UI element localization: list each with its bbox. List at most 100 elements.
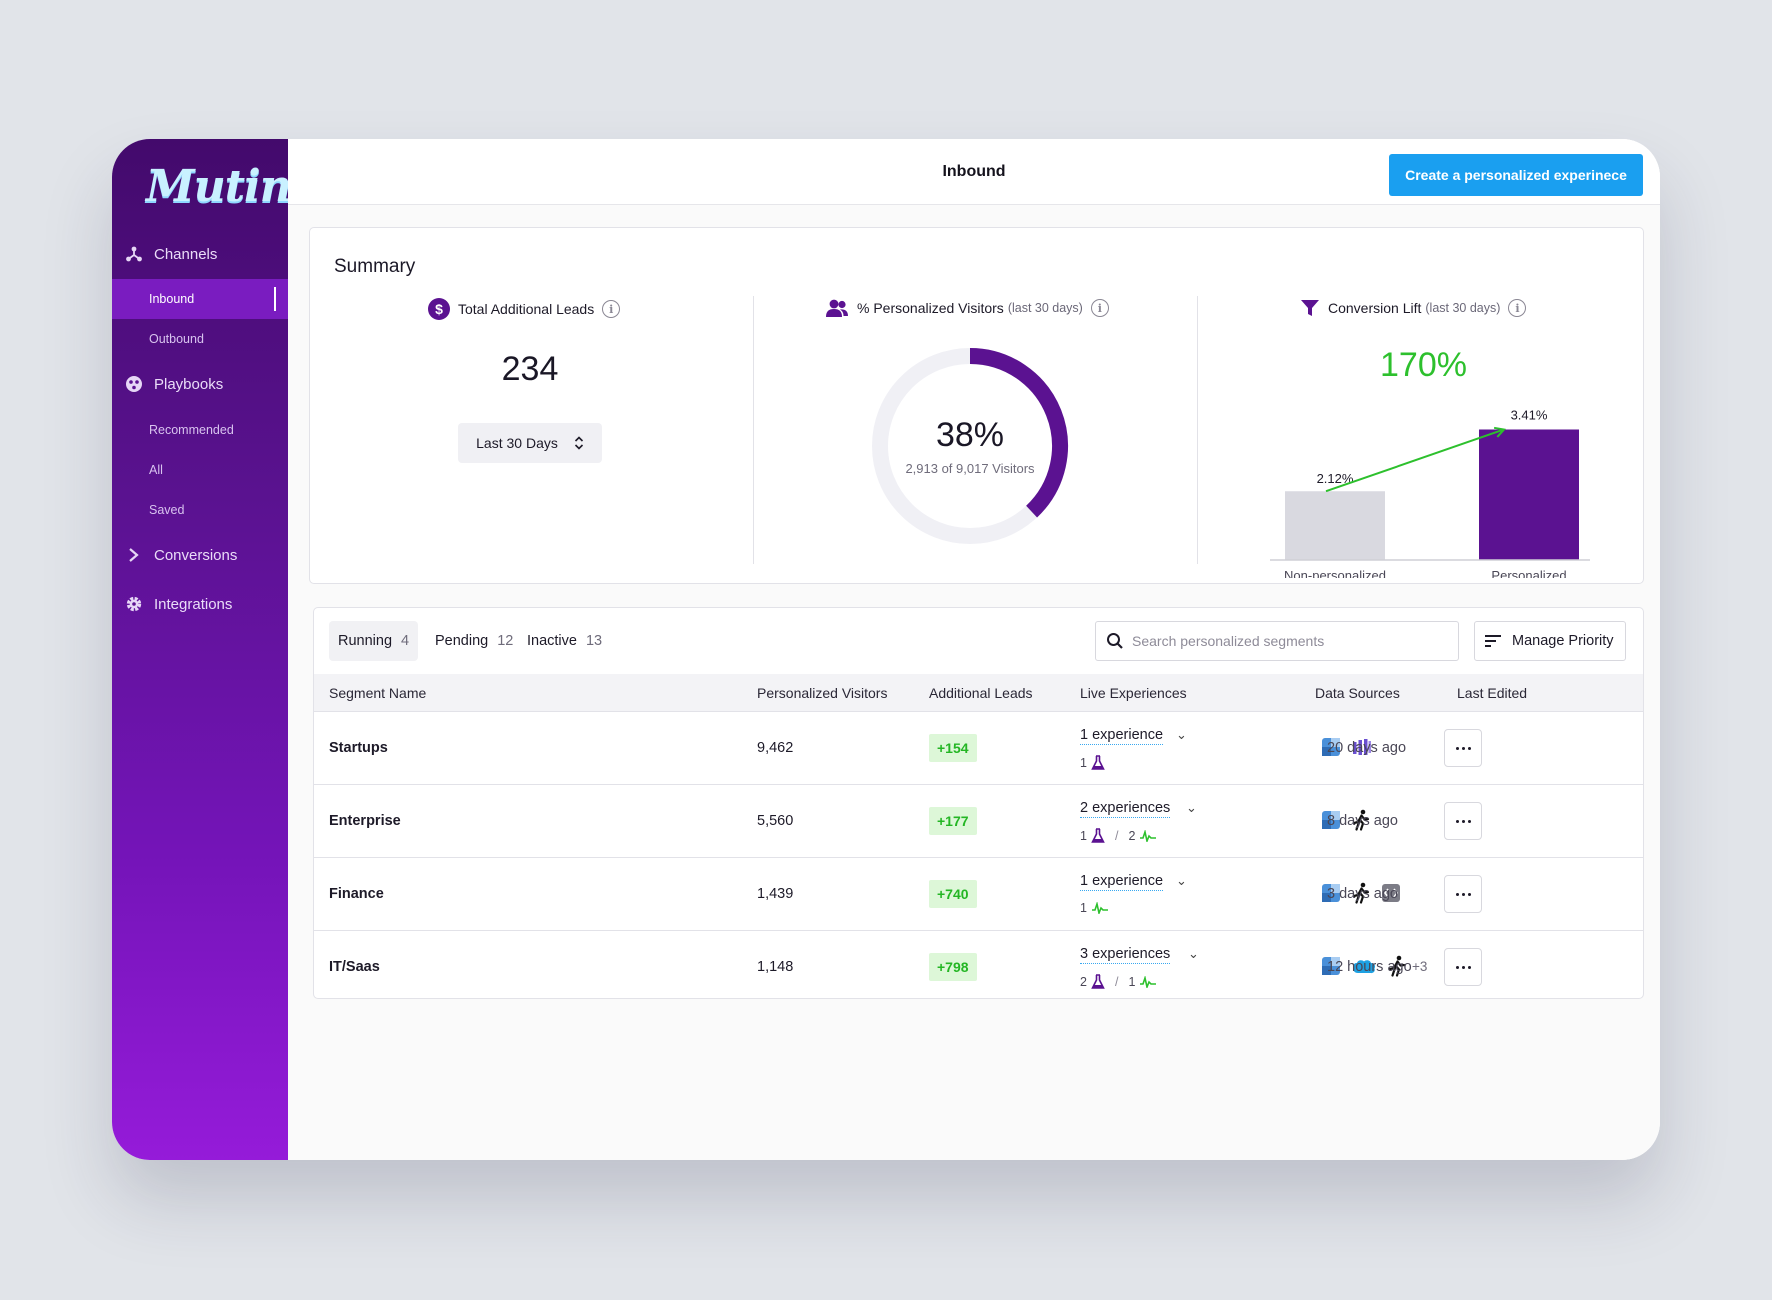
runner-icon	[1388, 955, 1406, 977]
lift-metric-header: Conversion Lift (last 30 days) i	[1300, 298, 1527, 318]
chevron-down-icon[interactable]: ⌄	[1186, 800, 1197, 815]
rollout-pulse-icon	[1140, 830, 1157, 842]
column-header[interactable]: Data Sources	[1315, 685, 1400, 701]
experience-breakdown: 1 / 2	[1080, 828, 1157, 844]
logo[interactable]: Mutiny	[146, 161, 316, 212]
sidebar-item-inbound[interactable]: Inbound	[112, 279, 288, 319]
personalized-visitors: 5,560	[757, 813, 794, 829]
sidebar-item-label: Conversions	[154, 546, 238, 564]
bombora-bars-icon	[1353, 739, 1371, 755]
search-input[interactable]	[1132, 633, 1432, 649]
tab-pending[interactable]: Pending 12	[426, 621, 522, 661]
page-title: Inbound	[942, 163, 1006, 180]
search-icon	[1107, 633, 1123, 649]
segment-name[interactable]: Enterprise	[329, 813, 401, 829]
manage-priority-button[interactable]: Manage Priority	[1474, 621, 1626, 661]
separator: /	[1114, 829, 1119, 843]
table-row[interactable]: IT/Saas 1,148 +798 3 experiences ⌄ 2 / 1…	[314, 932, 1643, 998]
divider	[753, 296, 754, 564]
clearbit-icon	[1322, 957, 1340, 975]
more-sources-count[interactable]: +3	[1412, 958, 1428, 974]
segment-name[interactable]: Finance	[329, 886, 384, 902]
flask-icon	[1091, 828, 1105, 843]
experiences-dropdown[interactable]: 1 experience	[1080, 727, 1164, 745]
sidebar-item-saved[interactable]: Saved	[112, 490, 288, 530]
summary-title: Summary	[334, 256, 416, 277]
sidebar-item-label: Recommended	[149, 423, 234, 437]
additional-leads-badge: +740	[929, 880, 977, 908]
top-bar: Inbound Create a personalized experinece	[288, 139, 1660, 205]
column-header[interactable]: Last Edited	[1457, 685, 1528, 701]
experiences-dropdown[interactable]: 1 experience	[1080, 873, 1164, 891]
donut-center: 38% 2,913 of 9,017 Visitors	[870, 416, 1070, 476]
experience-breakdown: 2 / 1	[1080, 974, 1157, 990]
experience-breakdown: 1	[1080, 755, 1105, 771]
tab-inactive[interactable]: Inactive 13	[518, 621, 611, 661]
sidebar-item-outbound[interactable]: Outbound	[112, 319, 288, 359]
data-sources	[1322, 808, 1370, 832]
non-personalized-axis-label: Non-personalized	[1284, 568, 1386, 578]
date-range-select[interactable]: Last 30 Days	[458, 423, 602, 463]
rollout-count: 1	[1080, 901, 1087, 915]
column-header[interactable]: Live Experiences	[1080, 685, 1187, 701]
chevron-down-icon[interactable]: ⌄	[1188, 946, 1199, 961]
sidebar-item-channels[interactable]: Channels	[112, 234, 288, 274]
create-experience-button[interactable]: Create a personalized experinece	[1389, 154, 1643, 196]
row-actions-button[interactable]	[1444, 875, 1482, 913]
personalized-axis-label: Personalized	[1491, 568, 1566, 578]
row-actions-button[interactable]	[1444, 802, 1482, 840]
row-actions-button[interactable]	[1444, 948, 1482, 986]
experiences-dropdown[interactable]: 2 experiences	[1080, 800, 1171, 818]
data-sources	[1322, 735, 1372, 759]
data-sources	[1322, 881, 1400, 905]
visitors-percent: 38%	[935, 416, 1005, 454]
column-header[interactable]: Personalized Visitors	[757, 685, 888, 701]
experience-breakdown: 1	[1080, 901, 1109, 915]
column-header[interactable]: Segment Name	[329, 685, 427, 701]
sidebar-item-integrations[interactable]: Integrations	[112, 584, 288, 624]
table-row[interactable]: Startups 9,462 +154 1 experience ⌄ 1 20 …	[314, 713, 1643, 785]
column-header[interactable]: Additional Leads	[929, 685, 1033, 701]
tab-running[interactable]: Running 4	[329, 621, 419, 661]
tab-count: 13	[585, 633, 603, 649]
test-count: 1	[1080, 756, 1087, 770]
funnel-icon	[1301, 300, 1319, 316]
segment-name[interactable]: Startups	[329, 740, 388, 756]
personalized-visitors: 9,462	[757, 740, 794, 756]
info-icon[interactable]: i	[1090, 299, 1109, 317]
sidebar-item-conversions[interactable]: Conversions	[112, 535, 288, 575]
sidebar-item-playbooks[interactable]: Playbooks	[112, 364, 288, 404]
chevron-down-icon[interactable]: ⌄	[1176, 873, 1187, 888]
lift-bar-chart: 2.12% 3.41% Non-personalized Personalize…	[1270, 407, 1590, 578]
sidebar-item-all[interactable]: All	[112, 450, 288, 490]
info-icon[interactable]: i	[1508, 299, 1527, 317]
chevron-right-icon	[124, 545, 144, 565]
tab-label: Pending	[435, 633, 489, 649]
experiences-dropdown[interactable]: 3 experiences	[1080, 946, 1171, 964]
tab-label: Inactive	[527, 633, 577, 649]
sidebar-item-recommended[interactable]: Recommended	[112, 410, 288, 450]
rollout-pulse-icon	[1091, 902, 1108, 914]
divider	[1197, 296, 1198, 564]
info-icon[interactable]: i	[602, 300, 621, 318]
segment-name[interactable]: IT/Saas	[329, 959, 380, 975]
table-row[interactable]: Enterprise 5,560 +177 2 experiences ⌄ 1 …	[314, 786, 1643, 858]
row-actions-button[interactable]	[1444, 729, 1482, 767]
sidebar-item-label: Saved	[149, 503, 185, 517]
additional-leads-badge: +798	[929, 953, 977, 981]
additional-leads-badge: +154	[929, 734, 977, 762]
table-row[interactable]: Finance 1,439 +740 1 experience ⌄ 1 3 da…	[314, 859, 1643, 931]
code-embed-icon	[1382, 884, 1400, 902]
lift-label: Conversion Lift	[1328, 300, 1422, 316]
sidebar-item-label: Channels	[154, 245, 218, 263]
data-sources: +3	[1322, 954, 1427, 978]
rollout-count: 1	[1128, 975, 1136, 989]
visitors-donut-chart	[872, 348, 1068, 544]
sidebar-item-label: Playbooks	[154, 375, 224, 393]
search-box	[1095, 621, 1459, 661]
last-edited: 12 hours ago	[1327, 959, 1412, 975]
rollout-pulse-icon	[1140, 976, 1157, 988]
chevron-down-icon[interactable]: ⌄	[1176, 727, 1187, 742]
runner-icon	[1352, 882, 1370, 904]
lift-value: 170%	[1380, 346, 1467, 384]
